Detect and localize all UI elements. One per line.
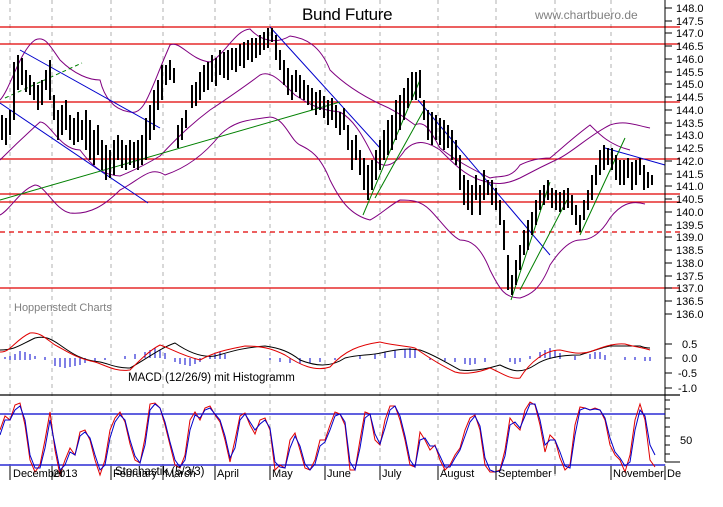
y-tick: 147.5 <box>676 16 704 28</box>
stoch-k-line <box>0 401 656 477</box>
y-tick: 146.5 <box>676 41 704 53</box>
x-tick: August <box>440 468 474 480</box>
stochastic-panel: 50 <box>0 394 692 477</box>
y-tick: 136.0 <box>676 309 704 321</box>
x-tick: May <box>272 468 293 480</box>
chart-credit: Hoppenstedt Charts <box>14 302 112 314</box>
y-tick: 141.0 <box>676 181 704 193</box>
macd-line <box>0 336 651 372</box>
x-tick: 2013 <box>53 468 77 480</box>
x-tick: September <box>498 468 552 480</box>
x-tick: February <box>113 468 158 480</box>
watermark: www.chartbuero.de <box>535 8 638 22</box>
y-tick: 143.0 <box>676 130 704 142</box>
macd-label: MACD (12/26/9) mit Histogramm <box>128 372 295 384</box>
macd-panel: 0.5 0.0 -0.5 -1.0 <box>0 330 697 395</box>
price-bars <box>1 28 653 295</box>
chart-title: Bund Future <box>302 5 393 24</box>
x-tick: December <box>13 468 64 480</box>
macd-tick: -1.0 <box>678 383 697 395</box>
downtrend-lines <box>0 26 666 256</box>
y-tick: 137.5 <box>676 271 704 283</box>
x-tick: July <box>382 468 402 480</box>
macd-histogram <box>4 348 651 368</box>
y-tick: 139.5 <box>676 220 704 232</box>
macd-tick: -0.5 <box>678 368 697 380</box>
x-tick: June <box>327 468 351 480</box>
price-axis: 148.0 147.5 147.0 146.5 146.0 145.5 145.… <box>664 0 704 330</box>
y-tick: 146.0 <box>676 54 704 66</box>
y-tick: 144.5 <box>676 92 704 104</box>
y-tick: 140.5 <box>676 194 704 206</box>
x-tick: De <box>667 468 681 480</box>
y-tick: 136.5 <box>676 296 704 308</box>
y-tick: 143.5 <box>676 118 704 130</box>
macd-tick: 0.5 <box>682 339 697 351</box>
y-tick: 138.5 <box>676 245 704 257</box>
y-tick: 138.0 <box>676 258 704 270</box>
stochastic-label: Stochastik (5/3/3) <box>115 466 205 478</box>
y-tick: 141.5 <box>676 169 704 181</box>
y-tick: 142.5 <box>676 143 704 155</box>
macd-tick: 0.0 <box>682 353 697 365</box>
month-gridlines <box>9 0 666 480</box>
macd-signal-line <box>0 332 651 379</box>
y-tick: 144.0 <box>676 105 704 117</box>
y-tick: 145.0 <box>676 79 704 91</box>
y-tick: 139.0 <box>676 232 704 244</box>
y-tick: 148.0 <box>676 3 704 15</box>
y-tick: 147.0 <box>676 28 704 40</box>
y-tick: 137.0 <box>676 283 704 295</box>
y-tick: 140.0 <box>676 207 704 219</box>
stoch-d-line <box>0 403 656 473</box>
x-axis: December 2013 February March April May J… <box>9 466 681 480</box>
stoch-tick: 50 <box>680 435 692 447</box>
y-tick: 145.5 <box>676 67 704 79</box>
x-tick: November <box>613 468 664 480</box>
x-tick: April <box>217 468 239 480</box>
y-tick: 142.0 <box>676 156 704 168</box>
bollinger-bands <box>0 28 651 299</box>
x-tick: March <box>165 468 196 480</box>
